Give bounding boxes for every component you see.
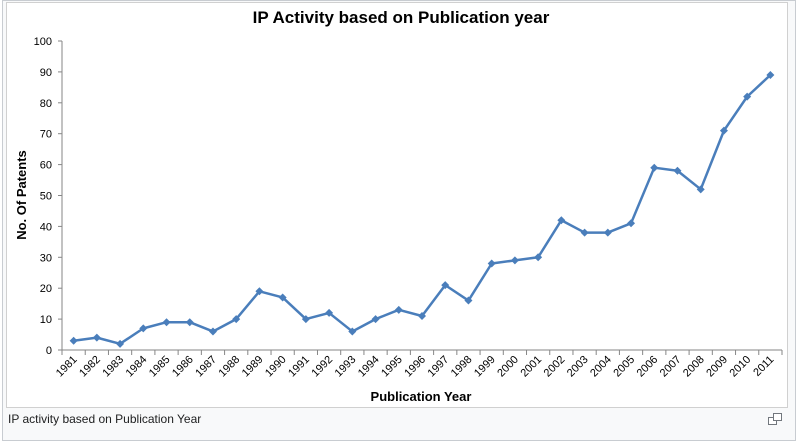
y-tick-label: 100 bbox=[34, 36, 52, 48]
y-tick-label: 60 bbox=[40, 160, 52, 172]
chart: IP Activity based on Publication year 01… bbox=[14, 8, 783, 404]
series-patents bbox=[69, 70, 775, 348]
y-tick-label: 50 bbox=[40, 191, 52, 203]
x-tick-label: 1985 bbox=[147, 354, 173, 380]
x-tick-label: 2011 bbox=[751, 354, 776, 379]
data-point bbox=[766, 70, 775, 79]
y-axis: 0 10 20 30 40 50 60 70 80 90 100 bbox=[34, 36, 63, 357]
data-point bbox=[325, 308, 334, 317]
enlarge-icon[interactable] bbox=[768, 413, 782, 425]
y-tick-label: 10 bbox=[40, 314, 52, 326]
figure-caption: IP activity based on Publication Year bbox=[8, 412, 202, 426]
data-point bbox=[487, 259, 496, 268]
data-point bbox=[464, 296, 473, 305]
x-tick-label: 1982 bbox=[77, 354, 103, 380]
x-tick-label: 2004 bbox=[588, 354, 614, 380]
x-tick-label: 1987 bbox=[193, 354, 219, 380]
y-tick-label: 30 bbox=[40, 252, 52, 264]
y-tick-label: 40 bbox=[40, 221, 52, 233]
x-tick-label: 2003 bbox=[565, 354, 591, 380]
data-point bbox=[185, 318, 194, 327]
x-axis: 1981198219831984198519861987198819891990… bbox=[54, 349, 783, 380]
data-point bbox=[371, 315, 380, 324]
x-tick-label: 1997 bbox=[426, 354, 452, 380]
data-point bbox=[208, 327, 217, 336]
y-tick-label: 90 bbox=[40, 67, 52, 79]
y-axis-label: No. Of Patents bbox=[14, 150, 29, 240]
chart-container bbox=[6, 2, 788, 408]
x-tick-label: 1988 bbox=[217, 354, 243, 380]
x-tick-label: 2009 bbox=[704, 354, 730, 380]
x-tick-label: 1993 bbox=[333, 354, 359, 380]
x-tick-label: 1989 bbox=[240, 354, 266, 380]
data-point bbox=[255, 287, 264, 296]
data-point bbox=[603, 228, 612, 237]
x-axis-label: Publication Year bbox=[371, 389, 472, 404]
data-point bbox=[580, 228, 589, 237]
x-tick-label: 1999 bbox=[472, 354, 498, 380]
data-point bbox=[139, 324, 148, 333]
data-point bbox=[673, 166, 682, 175]
data-point bbox=[534, 253, 543, 262]
x-tick-label: 1992 bbox=[309, 354, 335, 380]
x-tick-label: 2005 bbox=[611, 354, 637, 380]
x-tick-label: 1984 bbox=[124, 354, 150, 380]
data-point bbox=[116, 339, 125, 348]
series-line bbox=[73, 74, 772, 346]
x-tick-label: 1995 bbox=[379, 354, 405, 380]
x-tick-label: 1994 bbox=[356, 354, 382, 380]
data-point bbox=[278, 293, 287, 302]
data-point bbox=[557, 216, 566, 225]
x-tick-label: 2008 bbox=[681, 354, 707, 380]
data-point bbox=[627, 219, 636, 228]
data-point bbox=[696, 185, 705, 194]
y-tick-label: 80 bbox=[40, 98, 52, 110]
x-tick-label: 2006 bbox=[635, 354, 661, 380]
data-point bbox=[510, 256, 519, 265]
x-tick-label: 1983 bbox=[100, 354, 126, 380]
data-point bbox=[719, 126, 728, 135]
x-tick-label: 1981 bbox=[54, 354, 80, 380]
x-tick-label: 2002 bbox=[542, 354, 568, 380]
data-point bbox=[162, 318, 171, 327]
data-point bbox=[92, 333, 101, 342]
x-tick-label: 2000 bbox=[495, 354, 521, 380]
data-point bbox=[394, 305, 403, 314]
y-tick-label: 0 bbox=[46, 345, 52, 357]
x-tick-label: 1986 bbox=[170, 354, 196, 380]
chart-title: IP Activity based on Publication year bbox=[253, 8, 550, 27]
data-point bbox=[743, 92, 752, 101]
x-tick-label: 2001 bbox=[518, 354, 544, 380]
y-tick-label: 70 bbox=[40, 129, 52, 141]
x-tick-label: 2007 bbox=[658, 354, 684, 380]
data-point bbox=[301, 315, 310, 324]
x-tick-label: 1991 bbox=[286, 354, 312, 380]
x-tick-label: 1996 bbox=[402, 354, 428, 380]
data-point bbox=[69, 336, 78, 345]
data-point bbox=[441, 281, 450, 290]
data-point bbox=[418, 312, 426, 321]
data-point bbox=[650, 163, 659, 172]
x-tick-label: 1998 bbox=[449, 354, 475, 380]
data-point bbox=[232, 315, 241, 324]
y-tick-label: 20 bbox=[40, 283, 52, 295]
data-point bbox=[348, 327, 357, 336]
x-tick-label: 1990 bbox=[263, 354, 289, 380]
x-tick-label: 2010 bbox=[727, 354, 753, 380]
